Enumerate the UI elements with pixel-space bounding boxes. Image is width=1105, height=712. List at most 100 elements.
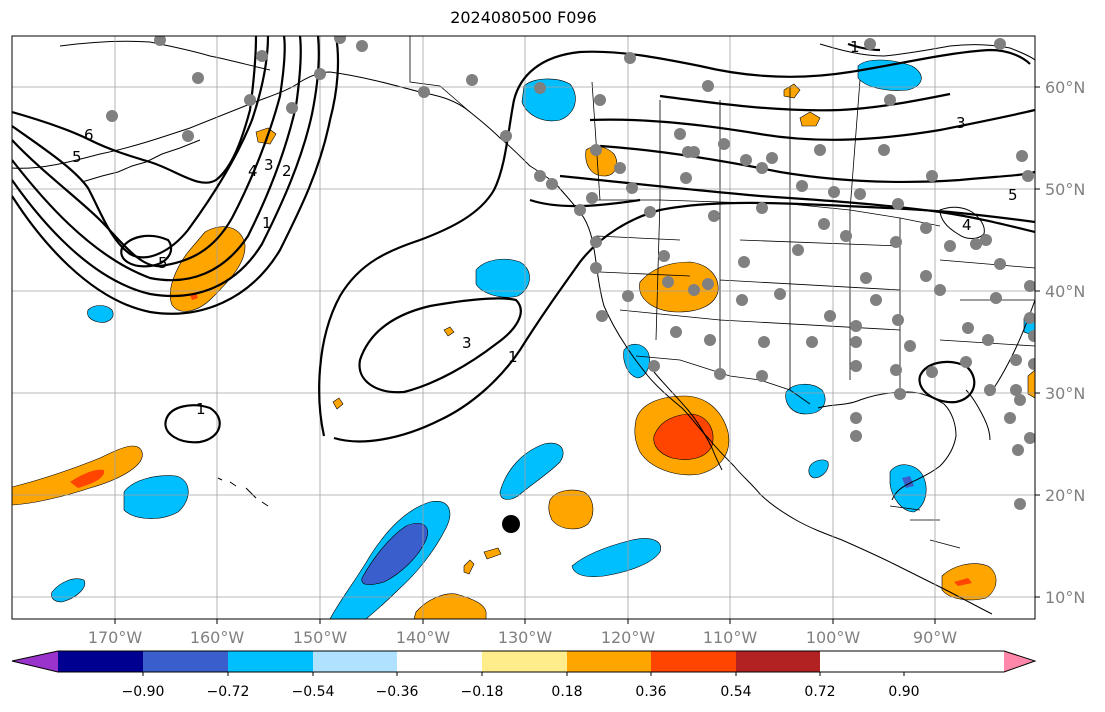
contour-label-6: 6 [84, 126, 94, 144]
colorbar-bin [567, 651, 651, 672]
positive-anomaly-central-america-core [954, 578, 972, 586]
colorbar-extend-low [12, 651, 58, 672]
colorbar-tick-label: 0.54 [720, 684, 751, 700]
aleutians [81, 139, 201, 183]
positive-anomaly-canada-3 [799, 111, 821, 127]
colorbar-tick-label: 0.18 [551, 684, 582, 700]
lat-label-50n: 50°N [1045, 180, 1085, 199]
positive-anomaly-gulf-alaska-2 [255, 127, 277, 145]
positive-anomaly-canada-2 [783, 83, 801, 99]
contour-label-4b: 4 [962, 216, 972, 234]
colorbar-bin [58, 651, 143, 672]
contour-pacific-ridge-outer [318, 48, 1031, 437]
gridlines [12, 36, 1035, 619]
west-coast-na [555, 183, 993, 615]
lat-label-40n: 40°N [1045, 282, 1085, 301]
colorbar-extend-high [1004, 651, 1035, 672]
positive-anomaly-small-4 [332, 397, 344, 410]
lat-label-10n: 10°N [1045, 588, 1085, 607]
colorbar-tick-label: −0.90 [122, 684, 165, 700]
negative-anomaly-gulf-small [87, 305, 114, 323]
storm-position-marker [502, 515, 520, 533]
positive-anomaly-pacific-2 [413, 593, 487, 619]
negative-anomaly-hawaii [123, 475, 189, 519]
contour-gulf-ring [918, 360, 976, 404]
gulf-of-mexico [817, 391, 957, 501]
colorbar-bin [313, 651, 397, 672]
lon-label-170w: 170°W [88, 628, 143, 647]
hudson-bay [819, 43, 1035, 61]
lon-label-110w: 110°W [703, 628, 758, 647]
positive-anomaly-small-2 [463, 559, 475, 575]
longitude-labels: 170°W 160°W 150°W 140°W 130°W 120°W 110°… [88, 628, 957, 647]
colorbar-ticks: −0.90 −0.72 −0.54 −0.36 −0.18 0.18 0.36 0.54 0.7… [122, 672, 920, 700]
positive-anomaly-hawaii-core [70, 469, 105, 488]
negative-anomaly-pacific-long-core [361, 523, 428, 585]
lon-label-150w: 150°W [293, 628, 348, 647]
map-border [11, 35, 1036, 620]
colorbar-tick-label: −0.36 [376, 684, 419, 700]
contour-canada-north [847, 42, 881, 52]
contour-alaska-inner [120, 234, 173, 268]
contour-alaska-5 [12, 36, 270, 259]
contour-label-3a: 3 [264, 156, 274, 174]
contour-label-1a: 1 [262, 214, 272, 232]
colorbar-segments [12, 651, 1035, 672]
axis-ticks [114, 86, 1040, 624]
negative-anomaly-hawaii-small [51, 578, 86, 603]
colorbar-bin [651, 651, 736, 672]
map-area [12, 36, 1035, 619]
contour-canada-3 [589, 108, 1035, 141]
contour-labels: 6 5 4 3 2 1 5 3 1 1 1 3 5 4 [72, 38, 1018, 418]
contour-label-1c: 1 [196, 400, 206, 418]
colorbar-tick-label: 0.36 [635, 684, 666, 700]
contour-label-5c: 5 [1008, 186, 1018, 204]
station-markers [106, 36, 1035, 510]
latitude-labels: 60°N 50°N 40°N 30°N 20°N 10°N [1045, 78, 1085, 607]
baja-peninsula [653, 371, 723, 471]
lat-label-30n: 30°N [1045, 384, 1085, 403]
positive-anomaly-small-3 [443, 326, 455, 337]
contour-label-5a: 5 [72, 148, 82, 166]
colorbar-bin [736, 651, 820, 672]
positive-anomaly-pacific-1 [548, 489, 594, 530]
hawaii-islands [217, 477, 269, 507]
positive-anomaly-mexico-core [653, 413, 714, 460]
contour-label-2a: 2 [282, 162, 292, 180]
contour-alaska-2 [12, 36, 320, 298]
lon-label-160w: 160°W [190, 628, 245, 647]
negative-anomaly-pacific-3 [571, 538, 661, 577]
lon-label-130w: 130°W [498, 628, 553, 647]
contour-label-3c: 3 [956, 114, 966, 132]
contour-pacific-1-small [164, 404, 221, 444]
negative-anomaly-mexico-small [808, 459, 829, 479]
positive-anomaly-small-1 [483, 547, 502, 560]
colorbar-tick-label: 0.90 [888, 684, 919, 700]
lon-label-120w: 120°W [601, 628, 656, 647]
colorbar-tick-label: −0.54 [292, 684, 335, 700]
negative-anomaly-guatemala-core [902, 476, 914, 488]
lon-label-90w: 90°W [913, 628, 957, 647]
lon-label-140w: 140°W [396, 628, 451, 647]
negative-anomaly-pacific-4 [475, 258, 530, 298]
colorbar-tick-label: 0.72 [804, 684, 835, 700]
lat-label-60n: 60°N [1045, 78, 1085, 97]
shaded-anomalies [12, 59, 1035, 619]
us-mexico-border [635, 355, 811, 405]
negative-anomaly-pacific-2 [499, 442, 564, 500]
contour-label-1b: 1 [508, 348, 518, 366]
colorbar-bin [143, 651, 228, 672]
lon-label-100w: 100°W [806, 628, 861, 647]
positive-anomaly-hawaii-west [12, 445, 143, 506]
contour-alaska-1 [12, 36, 340, 315]
negative-anomaly-guatemala [889, 464, 927, 513]
contour-alaska-4 [12, 36, 286, 268]
colorbar-bin [397, 651, 482, 672]
colorbar-bin [482, 651, 567, 672]
colorbar-bin [228, 651, 313, 672]
great-lakes [939, 206, 985, 239]
contour-label-5b: 5 [158, 254, 168, 272]
contour-label-3b: 3 [462, 334, 472, 352]
positive-anomaly-alaska-gulf [169, 226, 246, 312]
